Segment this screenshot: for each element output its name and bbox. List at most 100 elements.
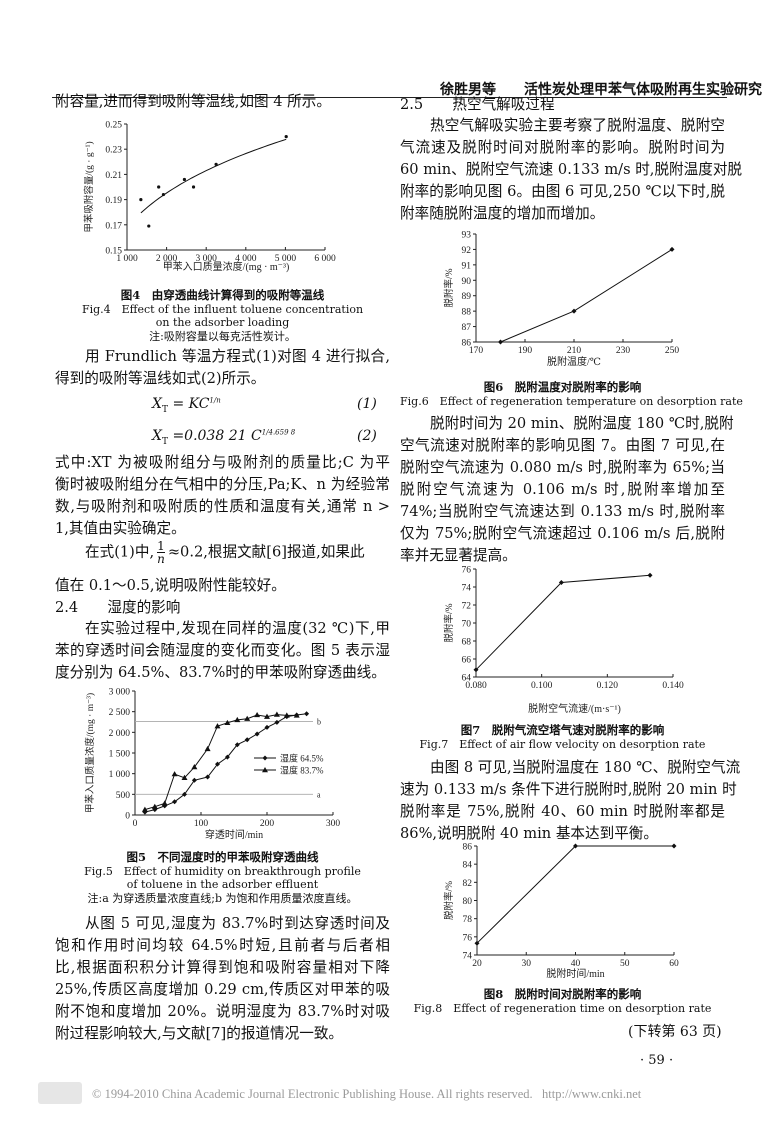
- eq-lhs: X: [152, 396, 162, 412]
- text-line: 74%;当脱附空气流速达到 0.133 m/s 时,脱附率: [400, 503, 725, 520]
- data-point: [498, 339, 503, 345]
- y-tick-label: 0.17: [105, 221, 122, 231]
- y-tick-label: 92: [462, 246, 472, 256]
- caption-en: Fig.4 Effect of the influent toluene con…: [81, 302, 364, 316]
- paragraph: 热空气解吸实验主要考察了脱附温度、脱附空 气流速及脱附时间对脱附率的影响。脱附时间…: [400, 115, 742, 225]
- data-point: [141, 806, 148, 812]
- eq-exponent: 1/4.659 8: [261, 428, 296, 437]
- paragraph: 用 Frundlich 等温方程式(1)对图 4 进行拟合, 得到的吸附等温线如式…: [55, 346, 390, 390]
- caption-en-cont: of toluene in the adsorber effluent: [126, 878, 319, 891]
- y-axis-label: 甲苯入口质量浓度/(mg · m⁻³): [84, 693, 96, 813]
- header-authors: 徐胜男等: [440, 82, 496, 98]
- y-tick-label: 78: [463, 915, 473, 925]
- caption-zh: 图8 脱附时间对脱附率的影响: [483, 987, 642, 1001]
- y-tick-label: 86: [463, 843, 473, 853]
- y-tick-label: 76: [462, 566, 472, 576]
- paragraph: 脱附时间为 20 min、脱附温度 180 ℃时,脱附 空气流速对脱附率的影响见图…: [400, 413, 734, 567]
- legend-item: 湿度 64.5%: [254, 753, 324, 764]
- x-tick-label: 40: [571, 959, 581, 969]
- fig6-chart: 170 190 210 230 250 86 87 88 89 90 91 92 93 脱附温度/℃ 脱附率…: [443, 231, 679, 369]
- eq-rhs: = KC: [172, 396, 210, 412]
- y-tick-label: 3 000: [109, 688, 131, 698]
- data-point: [283, 712, 290, 718]
- text: ≈0.2,根据文献[6]报道,如果此: [167, 543, 365, 561]
- paragraph: 由图 8 可见,当脱附温度在 180 ℃、脱附空气流 速为 0.133 m/s 条…: [400, 757, 741, 845]
- y-tick-label: 0.21: [105, 171, 122, 181]
- data-point: [304, 711, 310, 717]
- caption-zh: 图7 脱附气流空塔气速对脱附率的影响: [460, 723, 665, 737]
- x-axis-label: 甲苯入口质量浓度/(mg · m⁻³): [163, 260, 290, 273]
- data-point: [262, 767, 268, 773]
- x-tick-label: 5 000: [275, 254, 297, 264]
- data-point: [254, 711, 261, 718]
- data-point: [191, 185, 196, 189]
- continued-note: (下转第 63 页): [628, 1024, 722, 1040]
- footer-url[interactable]: http://www.cnki.net: [542, 1087, 642, 1101]
- data-point: [182, 791, 187, 797]
- text-line: 仅为 75%;脱附空气流速超过 0.106 m/s 后,脱附: [400, 525, 725, 542]
- y-tick-label: 0: [125, 812, 130, 822]
- x-axis-label: 脱附空气流速/(m·s⁻¹): [528, 702, 621, 715]
- caption-en: Fig.5 Effect of humidity on breakthrough…: [84, 864, 361, 878]
- eq-rhs: =0.038 21 C: [172, 428, 262, 444]
- text-line: 脱附率是 75%,脱附 40、60 min 时脱附率都是: [400, 803, 725, 820]
- x-tick-label: 300: [326, 819, 341, 829]
- text-line: 式中:XT 为被吸附组分与吸附剂的质量比;C 为平: [55, 454, 390, 471]
- caption-zh: 图6 脱附温度对脱附率的影响: [483, 380, 642, 394]
- data-point: [224, 754, 230, 760]
- fig4-chart: 1 000 2 000 3 000 4 000 5 000 6 000 0.15 0.17 0.…: [83, 121, 336, 274]
- data-point: [171, 771, 178, 777]
- y-tick-label: 68: [462, 638, 472, 648]
- series-1: [498, 246, 675, 345]
- data-point: [262, 755, 268, 761]
- text-line: 比,根据面积积分计算得到饱和吸附容量相对下降: [55, 959, 390, 976]
- fig8-chart: 20 30 40 50 60 74 76 78 80 82 84 86 脱附时间/min 脱附率/%: [443, 843, 679, 981]
- y-tick-label: 0.15: [105, 247, 122, 257]
- data-point: [244, 715, 251, 721]
- x-tick-label: 200: [260, 819, 275, 829]
- paragraph-inline-fraction: 在式(1)中, 1 n ≈0.2,根据文献[6]报道,如果此: [85, 540, 365, 565]
- text-line: 86%,说明脱附 40 min 基本达到平衡。: [400, 825, 658, 842]
- data-point: [244, 737, 250, 743]
- data-point: [671, 843, 677, 849]
- x-tick-label: 3 000: [196, 254, 218, 264]
- equation-1-number: (1): [357, 396, 377, 412]
- paragraph: 从图 5 可见,湿度为 83.7%时到达穿透时间及 饱和作用时间均较 64.5%时…: [55, 913, 390, 1045]
- x-tick-label: 20: [472, 959, 482, 969]
- text-line: 气流速及脱附时间对脱附率的影响。脱附时间为: [400, 139, 725, 156]
- y-axis-label: 脱附率/%: [443, 603, 455, 642]
- data-point: [182, 177, 187, 182]
- x-tick-label: 100: [194, 819, 209, 829]
- x-tick-label: 1 000: [116, 254, 138, 264]
- text-line: 度分别为 64.5%、83.7%时的甲苯吸附穿透曲线。: [55, 664, 386, 681]
- x-tick-label: 2 000: [156, 254, 178, 264]
- y-tick-label: 0.19: [105, 196, 122, 206]
- y-tick-label: 64: [462, 674, 472, 684]
- reference-line-label: b: [317, 718, 321, 727]
- fraction-denominator: n: [157, 552, 165, 566]
- footer-copyright: © 1994-2010 China Academic Journal Elect…: [92, 1087, 533, 1101]
- y-tick-label: 93: [462, 231, 472, 241]
- figure-5-caption: 图5 不同湿度时的甲苯吸附穿透曲线 Fig.5 Effect of humidi…: [55, 850, 390, 905]
- text-line: 由图 8 可见,当脱附温度在 180 ℃、脱附空气流: [430, 759, 741, 776]
- data-point: [264, 713, 270, 719]
- text-line: 附过程影响较大,与文献[7]的报道情况一致。: [55, 1025, 344, 1042]
- eq-lhs: X: [152, 428, 162, 444]
- x-tick-label: 60: [669, 959, 679, 969]
- text-line: 在实验过程中,发现在同样的温度(32 ℃)下,甲: [85, 620, 390, 637]
- caption-zh: 图4 由穿透曲线计算得到的吸附等温线: [120, 288, 325, 302]
- data-point: [669, 246, 675, 252]
- paragraph: 在实验过程中,发现在同样的温度(32 ℃)下,甲 苯的穿透时间会随湿度的变化而变化…: [55, 618, 390, 684]
- fit-curve: [140, 138, 287, 214]
- x-tick-label: 0.080: [465, 681, 487, 691]
- y-tick-label: 70: [462, 620, 472, 630]
- data-point: [215, 761, 220, 767]
- x-tick-label: 170: [469, 346, 484, 356]
- data-point: [273, 711, 280, 717]
- y-tick-label: 74: [463, 952, 473, 962]
- x-tick-label: 0.120: [597, 681, 619, 691]
- text-line: 1,其值由实验确定。: [55, 520, 186, 537]
- caption-en: Fig.8 Effect of regeneration time on des…: [413, 1001, 712, 1015]
